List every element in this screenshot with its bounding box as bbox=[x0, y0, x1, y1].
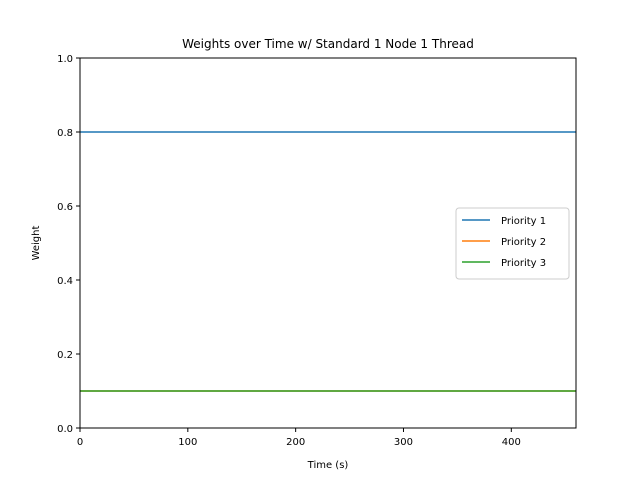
legend-label: Priority 1 bbox=[501, 216, 546, 227]
y-tick-label: 0.0 bbox=[57, 424, 73, 435]
x-axis: 0 100 200 300 400 bbox=[77, 428, 521, 448]
y-tick-label: 0.6 bbox=[57, 202, 73, 213]
y-tick-label: 1.0 bbox=[57, 54, 73, 65]
legend: Priority 1 Priority 2 Priority 3 bbox=[455, 207, 570, 280]
y-axis: 0.0 0.2 0.4 0.6 0.8 1.0 bbox=[57, 54, 80, 435]
legend-label: Priority 2 bbox=[501, 237, 546, 248]
legend-label: Priority 3 bbox=[501, 258, 546, 269]
x-tick-label: 0 bbox=[77, 437, 83, 448]
y-tick-label: 0.4 bbox=[57, 276, 73, 287]
plot-area bbox=[80, 131, 576, 392]
x-tick-label: 300 bbox=[394, 437, 413, 448]
y-tick-label: 0.2 bbox=[57, 350, 73, 361]
x-tick-label: 200 bbox=[286, 437, 305, 448]
chart-title: Weights over Time w/ Standard 1 Node 1 T… bbox=[182, 37, 474, 51]
plot-frame bbox=[79, 57, 577, 429]
x-axis-label: Time (s) bbox=[307, 460, 349, 471]
y-axis-label: Weight bbox=[31, 226, 42, 261]
x-tick-label: 100 bbox=[178, 437, 197, 448]
x-tick-label: 400 bbox=[502, 437, 521, 448]
y-tick-label: 0.8 bbox=[57, 128, 73, 139]
